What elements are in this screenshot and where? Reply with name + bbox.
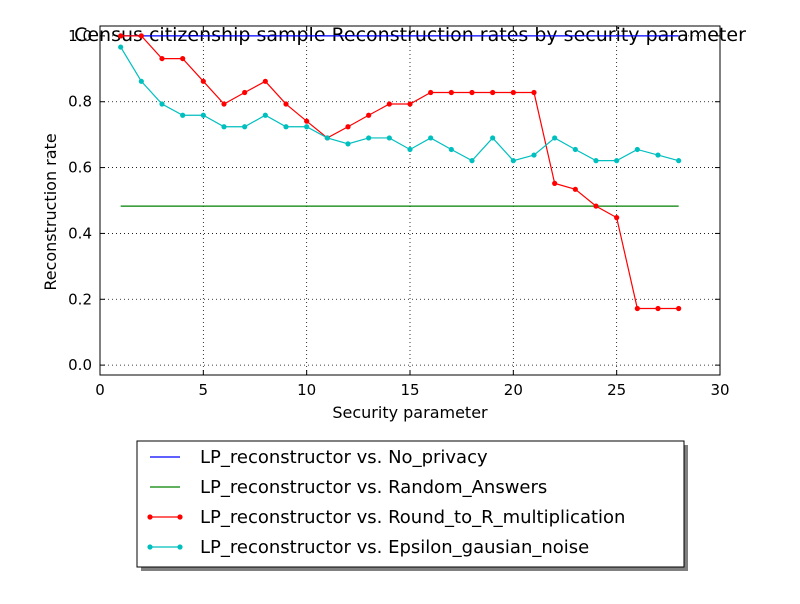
data-point — [283, 124, 289, 130]
data-point — [159, 55, 165, 62]
data-point — [510, 89, 516, 96]
data-point — [221, 101, 227, 107]
data-point — [448, 146, 454, 153]
legend-marker — [147, 514, 153, 520]
data-point — [676, 305, 682, 312]
data-point — [180, 55, 186, 62]
data-point — [614, 215, 620, 221]
legend-marker — [177, 544, 183, 550]
data-point — [324, 135, 330, 141]
data-point — [386, 135, 392, 141]
legend: LP_reconstructor vs. No_privacy LP_recons… — [136, 440, 688, 571]
data-point — [428, 135, 434, 141]
data-point — [366, 112, 372, 118]
data-point — [159, 101, 165, 107]
x-tick-label: 10 — [297, 381, 316, 399]
data-point — [428, 89, 434, 96]
data-point — [469, 158, 475, 164]
data-point — [304, 124, 310, 130]
data-point — [552, 180, 558, 186]
series-line — [120, 35, 679, 310]
data-point — [407, 146, 413, 153]
data-point — [345, 141, 351, 147]
series-line — [120, 46, 679, 162]
data-point — [572, 146, 578, 153]
data-point — [138, 78, 144, 84]
data-point — [242, 124, 248, 130]
legend-entry-1: LP_reconstructor vs. Random_Answers — [150, 477, 547, 498]
data-point — [655, 305, 661, 312]
legend-marker — [177, 514, 183, 520]
y-tick-label: 0.2 — [68, 290, 92, 308]
x-tick-label: 0 — [95, 381, 105, 399]
legend-marker — [147, 544, 153, 550]
data-point — [118, 44, 124, 50]
data-point — [407, 101, 413, 107]
data-point — [572, 186, 578, 192]
y-axis-ticks: 0.0 0.2 0.4 0.6 0.8 1.0 — [68, 27, 720, 374]
data-point — [345, 124, 351, 130]
legend-label: LP_reconstructor vs. Epsilon_gausian_noi… — [200, 537, 589, 558]
data-point — [221, 124, 227, 130]
data-point — [634, 305, 640, 312]
data-point — [634, 146, 640, 153]
data-point — [490, 135, 496, 141]
legend-entry-0: LP_reconstructor vs. No_privacy — [150, 447, 488, 468]
data-point — [200, 78, 206, 84]
series-2 — [118, 33, 682, 312]
data-point — [448, 89, 454, 96]
data-point — [469, 89, 475, 96]
series-3 — [118, 44, 682, 164]
data-point — [510, 158, 516, 164]
grid-lines — [100, 26, 720, 375]
x-axis-ticks: 0 5 10 15 20 25 30 — [95, 26, 730, 399]
data-point — [490, 89, 496, 96]
data-point — [366, 135, 372, 141]
y-tick-label: 0.4 — [68, 224, 92, 242]
data-point — [531, 152, 537, 158]
data-point — [262, 112, 268, 118]
data-point — [242, 89, 248, 96]
legend-box — [136, 440, 685, 568]
data-point — [200, 112, 206, 118]
y-axis-label: Reconstruction rate — [41, 133, 60, 290]
y-tick-label: 0.0 — [68, 356, 92, 374]
x-tick-label: 25 — [607, 381, 626, 399]
series-layer — [118, 33, 682, 312]
data-point — [262, 78, 268, 84]
data-point — [118, 33, 124, 39]
x-tick-label: 15 — [400, 381, 419, 399]
legend-entry-3: LP_reconstructor vs. Epsilon_gausian_noi… — [147, 537, 589, 558]
data-point — [552, 135, 558, 141]
y-tick-label: 0.6 — [68, 159, 92, 177]
y-tick-label: 0.8 — [68, 93, 92, 111]
data-point — [593, 158, 599, 164]
legend-label: LP_reconstructor vs. Round_to_R_multipli… — [200, 507, 625, 528]
legend-label: LP_reconstructor vs. No_privacy — [200, 447, 488, 468]
legend-entries: LP_reconstructor vs. No_privacy LP_recons… — [147, 447, 625, 558]
legend-entry-2: LP_reconstructor vs. Round_to_R_multipli… — [147, 507, 625, 528]
data-point — [283, 101, 289, 107]
y-tick-label: 1.0 — [68, 27, 92, 45]
data-point — [138, 33, 144, 39]
x-axis-label: Security parameter — [332, 403, 488, 422]
data-point — [593, 203, 599, 209]
data-point — [614, 158, 620, 164]
data-point — [655, 152, 661, 158]
data-point — [304, 118, 310, 124]
data-point — [676, 158, 682, 164]
legend-label: LP_reconstructor vs. Random_Answers — [200, 477, 547, 498]
data-point — [180, 112, 186, 118]
x-tick-label: 5 — [199, 381, 209, 399]
x-tick-label: 20 — [504, 381, 523, 399]
data-point — [386, 101, 392, 107]
x-tick-label: 30 — [710, 381, 729, 399]
data-point — [531, 89, 537, 96]
